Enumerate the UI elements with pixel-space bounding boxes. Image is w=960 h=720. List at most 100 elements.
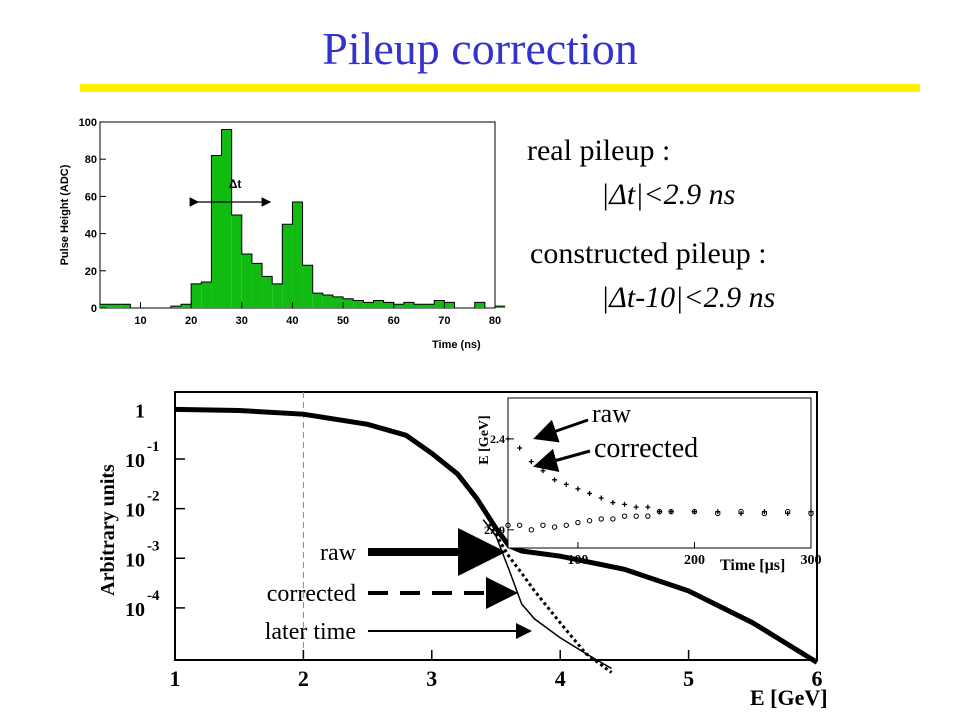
main-x-tick-label: 2 <box>298 666 309 691</box>
hist-x-tick-label: 40 <box>286 315 298 327</box>
histogram-bar <box>403 302 414 308</box>
inset-point-raw <box>528 459 534 465</box>
title-underline <box>80 84 920 92</box>
inset-point-raw <box>645 504 651 510</box>
series-line-raw <box>174 406 819 665</box>
main-y-tick-label: 10 <box>125 500 145 522</box>
hist-x-tick-label: 60 <box>388 315 400 327</box>
inset-point-raw <box>587 490 593 496</box>
main-y-tick-label: 10 <box>125 450 145 472</box>
inset-point-corrected <box>575 519 581 526</box>
inset-point-corrected <box>668 508 674 515</box>
inset-corrected-arrow <box>533 448 591 472</box>
hist-y-axis-label: Pulse Height (ADC) <box>59 164 71 265</box>
inset-point-corrected <box>656 508 663 515</box>
inset-point-corrected <box>528 527 535 533</box>
inset-point-corrected <box>586 518 593 524</box>
hist-x-tick-label: 80 <box>489 315 501 327</box>
histogram-bar <box>495 306 506 308</box>
inset-point-raw <box>622 501 628 507</box>
histogram-bar <box>120 304 131 308</box>
inset-point-corrected <box>715 510 721 517</box>
histogram-bar <box>343 298 354 308</box>
real-pileup-label: real pileup : <box>527 134 671 167</box>
main-y-tick-exponent: -1 <box>147 439 160 455</box>
main-x-tick-label: 6 <box>812 666 823 691</box>
histogram-bar <box>302 265 313 308</box>
main-x-tick-label: 3 <box>426 666 437 691</box>
inset-y-axis-label: E [GeV] <box>477 415 492 464</box>
histogram-bar <box>383 302 394 308</box>
inset-point-corrected <box>516 522 523 528</box>
main-y-tick-exponent: -4 <box>147 588 160 604</box>
histogram-bar <box>110 304 121 308</box>
inset-point-corrected <box>505 522 511 528</box>
inset-point-corrected <box>633 513 639 519</box>
histogram-bar <box>312 293 323 308</box>
hist-y-tick-label: 20 <box>85 266 97 278</box>
inset-point-corrected <box>598 516 604 522</box>
inset-corrected-label: corrected <box>594 433 698 464</box>
main-y-axis-label: Arbitrary units <box>97 464 119 596</box>
main-y-tick-label: 10 <box>125 599 145 621</box>
inset-x-tick-label: 300 <box>801 553 822 568</box>
histogram-bar <box>282 224 293 308</box>
main-y-tick-label: 1 <box>135 400 145 422</box>
pulse-height-histogram: 10 20 30 40 50 60 70 80 0 20 40 60 80 100 Δt Time (ns… <box>59 117 506 351</box>
inset-point-corrected <box>610 516 616 522</box>
inset-y-tick-label: 2.4 <box>490 432 505 446</box>
hist-x-tick-label: 20 <box>185 315 197 327</box>
main-y-tick-label: 10 <box>125 549 145 571</box>
hist-x-tick-label: 30 <box>236 315 248 327</box>
inset-point-raw <box>552 477 558 483</box>
real-pileup-condition: |Δt|<2.9 ns <box>601 178 736 211</box>
main-x-tick-label: 1 <box>170 666 181 691</box>
hist-y-tick-label: 0 <box>91 303 97 315</box>
hist-x-axis-label: Time (ns) <box>432 339 481 351</box>
main-x-tick-label: 5 <box>683 666 694 691</box>
inset-point-raw <box>633 504 639 510</box>
raw-label: raw <box>320 540 357 566</box>
hist-y-tick-label: 80 <box>85 154 97 166</box>
inset-point-raw <box>610 500 616 506</box>
inset-raw-arrow <box>533 418 589 443</box>
corrected-label: corrected <box>267 581 356 607</box>
histogram-bar <box>241 254 252 308</box>
histogram-bar <box>322 294 333 308</box>
inset-point-corrected <box>808 510 814 517</box>
inset-point-corrected <box>540 522 546 528</box>
histogram-bar <box>221 129 232 308</box>
inset-point-corrected <box>645 513 651 519</box>
constructed-pileup-condition: |Δt-10|<2.9 ns <box>601 281 776 314</box>
histogram-bar <box>181 304 192 308</box>
inset-raw-label: raw <box>592 399 631 428</box>
inset-point-corrected <box>563 522 569 528</box>
histogram-bar <box>231 215 242 308</box>
inset-point-corrected <box>738 508 744 515</box>
later-time-label: later time <box>265 619 356 645</box>
histogram-bar <box>363 302 374 308</box>
main-y-tick-exponent: -2 <box>147 489 160 505</box>
inset-y-tick-label: 2.39 <box>484 523 505 537</box>
histogram-bar <box>434 300 445 308</box>
inset-x-axis-label: Time [µs] <box>720 557 785 574</box>
histogram-bar <box>373 300 384 308</box>
inset-point-corrected <box>551 524 558 530</box>
main-y-tick-exponent: -3 <box>147 538 160 554</box>
histogram-bar <box>292 201 303 308</box>
histogram-bar <box>353 300 364 308</box>
histogram-bar <box>272 283 283 308</box>
histogram-bar <box>413 304 425 308</box>
inset-point-raw <box>668 509 674 515</box>
constructed-pileup-label: constructed pileup : <box>530 237 767 270</box>
inset-point-corrected <box>761 510 768 517</box>
histogram-bar <box>424 304 435 308</box>
inset-point-corrected <box>784 508 791 515</box>
hist-x-tick-label: 70 <box>438 315 450 327</box>
hist-x-tick-label: 50 <box>337 315 349 327</box>
hist-y-tick-label: 40 <box>85 229 97 241</box>
delta-t-annotation: Δt <box>229 177 242 191</box>
histogram-bar <box>201 281 212 308</box>
inset-point-raw <box>657 509 662 515</box>
hist-x-tick-label: 10 <box>134 315 146 327</box>
